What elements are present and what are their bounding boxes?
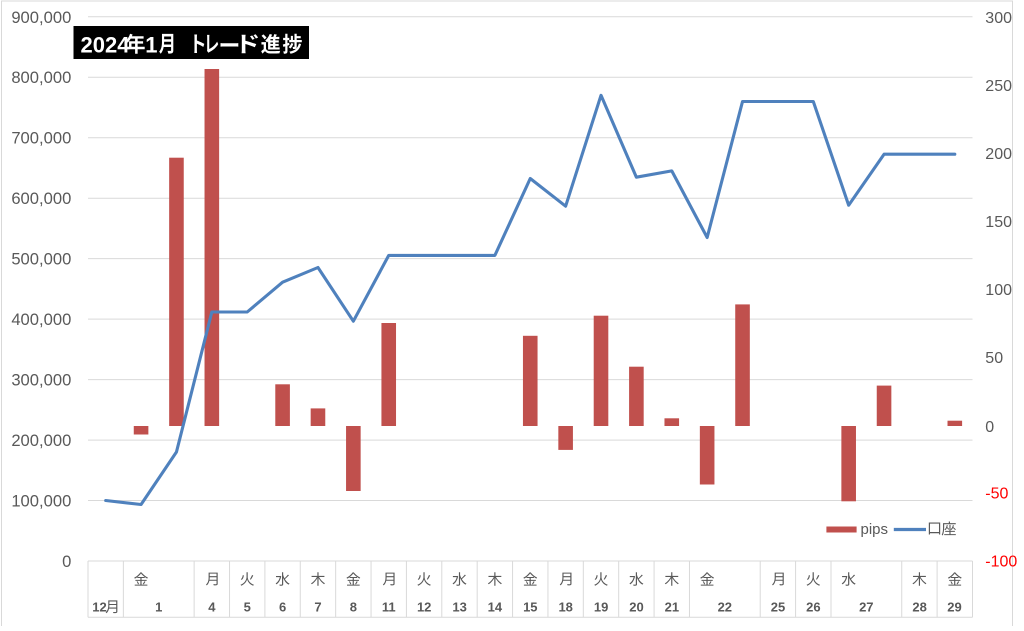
svg-text:25: 25 — [771, 599, 785, 614]
svg-text:28: 28 — [912, 599, 926, 614]
svg-text:-100: -100 — [985, 553, 1017, 570]
svg-text:14: 14 — [488, 599, 503, 614]
svg-text:13: 13 — [452, 599, 466, 614]
svg-text:29: 29 — [947, 599, 961, 614]
svg-text:22: 22 — [718, 599, 732, 614]
svg-text:5: 5 — [244, 599, 251, 614]
svg-text:12: 12 — [92, 599, 106, 614]
svg-text:900,000: 900,000 — [11, 8, 71, 27]
svg-text:400,000: 400,000 — [11, 310, 71, 329]
svg-text:700,000: 700,000 — [11, 129, 71, 148]
svg-text:12: 12 — [417, 599, 431, 614]
svg-text:200,000: 200,000 — [11, 431, 71, 450]
svg-text:19: 19 — [594, 599, 608, 614]
svg-text:20: 20 — [629, 599, 643, 614]
svg-text:11: 11 — [382, 599, 396, 614]
svg-text:27: 27 — [859, 599, 873, 614]
svg-text:pips: pips — [861, 521, 889, 538]
svg-text:-50: -50 — [985, 485, 1008, 502]
svg-text:1: 1 — [145, 33, 157, 58]
svg-text:50: 50 — [985, 350, 1003, 367]
svg-text:8: 8 — [350, 599, 357, 614]
svg-text:2024: 2024 — [81, 33, 131, 58]
svg-text:500,000: 500,000 — [11, 250, 71, 269]
svg-text:150: 150 — [985, 214, 1012, 231]
svg-text:6: 6 — [279, 599, 286, 614]
svg-text:800,000: 800,000 — [11, 68, 71, 87]
svg-text:200: 200 — [985, 146, 1012, 163]
svg-text:7: 7 — [314, 599, 321, 614]
svg-text:1: 1 — [155, 599, 162, 614]
svg-text:15: 15 — [523, 599, 537, 614]
svg-text:100,000: 100,000 — [11, 492, 71, 511]
svg-text:600,000: 600,000 — [11, 189, 71, 208]
svg-text:4: 4 — [208, 599, 216, 614]
svg-text:250: 250 — [985, 78, 1012, 95]
svg-text:0: 0 — [985, 419, 994, 436]
svg-text:100: 100 — [985, 282, 1012, 299]
svg-text:26: 26 — [806, 599, 820, 614]
svg-text:21: 21 — [665, 599, 679, 614]
svg-text:18: 18 — [558, 599, 572, 614]
svg-text:300,000: 300,000 — [11, 371, 71, 390]
svg-text:300: 300 — [985, 10, 1012, 27]
svg-text:0: 0 — [62, 552, 71, 571]
